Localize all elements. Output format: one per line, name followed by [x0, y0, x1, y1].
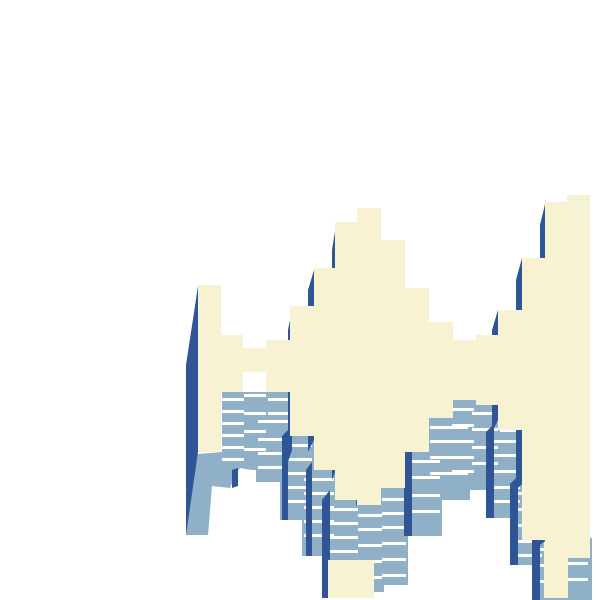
- stripe-line: [430, 440, 468, 443]
- stripe-line: [452, 408, 474, 411]
- stripe-line: [472, 446, 498, 449]
- stripe-line: [512, 540, 542, 543]
- stripe-line: [488, 486, 520, 489]
- stripe-line: [328, 508, 358, 511]
- edge-wall: [282, 430, 288, 520]
- stripe-line: [328, 550, 358, 553]
- stripe-line: [268, 398, 290, 401]
- stripe-line: [282, 500, 312, 503]
- stripe-line: [244, 430, 266, 433]
- stripe-line: [382, 574, 406, 577]
- edge-wall: [306, 462, 312, 556]
- edge-wall: [186, 286, 198, 535]
- stripe-line: [304, 478, 334, 481]
- stripe-line: [244, 448, 266, 451]
- edge-wall: [532, 530, 540, 600]
- stripe-line: [430, 456, 468, 459]
- stripe-line: [488, 454, 520, 457]
- stripe-line: [328, 522, 358, 525]
- stripe-line: [382, 542, 406, 545]
- stripe-line: [406, 494, 440, 497]
- edge-wall: [486, 424, 494, 518]
- stripe-line: [452, 470, 474, 473]
- building-face: [328, 560, 374, 598]
- stripe-line: [472, 462, 498, 465]
- stripe-line: [488, 470, 520, 473]
- stripe-line: [282, 472, 312, 475]
- stripe-line: [488, 440, 520, 443]
- stripe-line: [452, 440, 474, 443]
- stripe-line: [472, 412, 498, 415]
- stripe-line: [258, 452, 288, 455]
- stripe-line: [304, 506, 334, 509]
- stripe-line: [406, 510, 440, 513]
- stripe-line: [382, 558, 406, 561]
- stripe-line: [282, 444, 312, 447]
- stripe-line: [258, 466, 288, 469]
- edge-wall: [404, 444, 412, 536]
- stripe-line: [472, 428, 498, 431]
- stripe-line: [430, 472, 468, 475]
- stripe-line: [244, 378, 266, 381]
- stripe-line: [304, 534, 334, 537]
- stripe-line: [406, 460, 440, 463]
- edge-wall: [510, 476, 518, 565]
- stripe-line: [452, 424, 474, 427]
- stripe-line: [406, 476, 440, 479]
- stripe-line: [222, 446, 244, 449]
- stripe-line: [304, 492, 334, 495]
- stripe-line: [488, 500, 520, 503]
- stripe-line: [222, 434, 244, 437]
- building-face: [566, 538, 590, 558]
- stripe-line: [222, 410, 244, 413]
- stripe-line: [328, 536, 358, 539]
- building-face: [198, 195, 590, 560]
- stripe-line: [222, 398, 244, 401]
- stripe-line: [258, 420, 288, 423]
- stripe-line: [358, 544, 382, 547]
- stripe-line: [244, 394, 266, 397]
- stripe-line: [222, 422, 244, 425]
- stripe-line: [358, 514, 382, 517]
- stripe-line: [282, 486, 312, 489]
- edge-wall: [232, 468, 238, 488]
- stripe-line: [452, 456, 474, 459]
- stripe-line: [382, 512, 406, 515]
- stripe-line: [304, 520, 334, 523]
- stripe-line: [258, 438, 288, 441]
- stripe-line: [512, 554, 542, 557]
- stripe-line: [282, 458, 312, 461]
- building-face: [544, 542, 568, 598]
- stripe-line: [222, 458, 244, 461]
- stripe-line: [382, 526, 406, 529]
- shadow-face: [380, 488, 408, 585]
- stripe-line: [558, 562, 588, 565]
- stripe-line: [558, 578, 588, 581]
- stripe-line: [244, 412, 266, 415]
- stripe-line: [382, 498, 406, 501]
- stripe-line: [430, 426, 468, 429]
- stripe-line: [358, 528, 382, 531]
- stripe-line: [268, 412, 290, 415]
